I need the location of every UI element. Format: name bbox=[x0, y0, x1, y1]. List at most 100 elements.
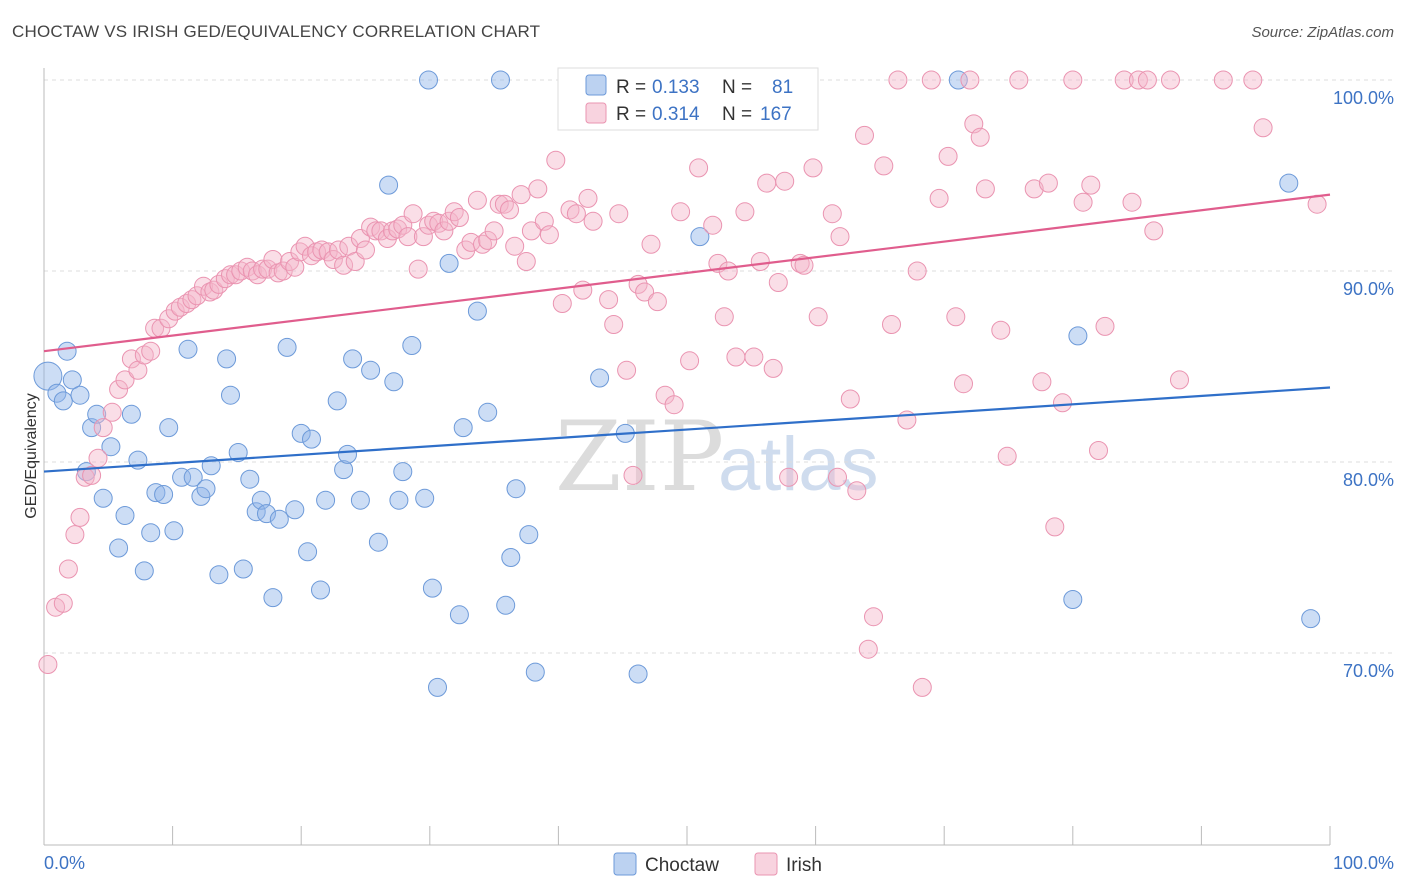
legend-r-value-choctaw: 0.133 bbox=[652, 77, 700, 98]
irish-point bbox=[617, 360, 637, 380]
choctaw-point bbox=[233, 559, 253, 579]
irish-point bbox=[248, 265, 267, 285]
irish-point bbox=[204, 280, 224, 300]
irish-point bbox=[604, 315, 624, 334]
choctaw-point bbox=[277, 337, 297, 357]
irish-point bbox=[159, 309, 179, 329]
choctaw-point bbox=[172, 467, 192, 487]
choctaw-point bbox=[221, 385, 240, 405]
irish-point bbox=[221, 265, 240, 285]
legend-n-label-irish: N = bbox=[722, 104, 752, 125]
irish-point bbox=[187, 286, 207, 306]
choctaw-point bbox=[228, 443, 248, 462]
irish-point bbox=[273, 261, 293, 281]
irish-point bbox=[991, 320, 1011, 340]
irish-point bbox=[552, 294, 572, 313]
irish-point bbox=[1073, 192, 1093, 212]
choctaw-point bbox=[478, 402, 498, 422]
choctaw-point bbox=[93, 488, 113, 508]
source-label: Source: ZipAtlas.com bbox=[1251, 24, 1394, 41]
irish-point bbox=[874, 156, 894, 176]
irish-point bbox=[65, 525, 85, 545]
irish-point bbox=[434, 221, 454, 241]
legend-swatch-irish bbox=[585, 102, 607, 124]
irish-point bbox=[511, 185, 531, 205]
choctaw-point bbox=[419, 70, 438, 90]
irish-point bbox=[560, 200, 580, 220]
irish-point bbox=[70, 507, 90, 527]
choctaw-point bbox=[338, 444, 357, 464]
irish-point bbox=[775, 171, 795, 191]
irish-point bbox=[141, 341, 161, 361]
irish-point bbox=[109, 379, 129, 399]
irish-point bbox=[413, 227, 433, 247]
irish-point bbox=[1038, 173, 1058, 193]
irish-point bbox=[215, 269, 235, 289]
irish-point bbox=[408, 259, 428, 279]
irish-point bbox=[921, 70, 941, 90]
choctaw-point bbox=[141, 523, 161, 543]
choctaw-point bbox=[506, 479, 526, 499]
choctaw-point bbox=[379, 175, 399, 195]
irish-point bbox=[718, 261, 738, 281]
trend-line-choctaw bbox=[43, 386, 1331, 473]
choctaw-point bbox=[439, 253, 459, 273]
irish-point bbox=[334, 255, 354, 275]
irish-point bbox=[1063, 70, 1083, 90]
choctaw-point bbox=[70, 385, 90, 405]
trend-line-irish bbox=[43, 193, 1331, 353]
irish-point bbox=[1243, 70, 1263, 90]
watermark: ZIP atlas bbox=[555, 401, 879, 513]
irish-point bbox=[102, 402, 122, 422]
irish-point bbox=[366, 221, 386, 241]
irish-point bbox=[1144, 221, 1164, 241]
choctaw-point bbox=[690, 227, 710, 247]
irish-point bbox=[1170, 370, 1189, 390]
choctaw-point bbox=[467, 301, 487, 321]
choctaw-point bbox=[1068, 326, 1088, 346]
irish-point bbox=[38, 655, 58, 674]
irish-point bbox=[134, 345, 154, 365]
irish-point bbox=[82, 465, 102, 485]
irish-point bbox=[1253, 118, 1273, 138]
choctaw-point bbox=[350, 490, 370, 510]
irish-point bbox=[946, 307, 966, 327]
choctaw-point bbox=[1279, 173, 1299, 193]
bottom-legend-swatch-choctaw bbox=[613, 852, 637, 876]
irish-point bbox=[546, 150, 566, 170]
choctaw-point bbox=[62, 370, 82, 390]
irish-point bbox=[566, 204, 586, 224]
irish-point bbox=[1024, 179, 1044, 199]
choctaw-point bbox=[298, 542, 318, 562]
legend-r-label-choctaw: R = bbox=[616, 77, 646, 98]
choctaw-point bbox=[121, 404, 141, 424]
choctaw-point bbox=[327, 391, 347, 411]
irish-point bbox=[1045, 517, 1065, 537]
y-tick-label-70: 70.0% bbox=[1343, 661, 1394, 681]
irish-point bbox=[58, 559, 78, 579]
irish-point bbox=[938, 146, 958, 166]
choctaw-point bbox=[1301, 609, 1321, 629]
choctaw-point bbox=[311, 580, 330, 600]
choctaw-point bbox=[393, 462, 413, 482]
irish-point bbox=[1032, 372, 1052, 392]
choctaw-point bbox=[948, 70, 968, 90]
choctaw-point bbox=[47, 383, 67, 403]
irish-point bbox=[647, 292, 667, 312]
choctaw-point bbox=[428, 677, 447, 697]
choctaw-point bbox=[361, 360, 381, 380]
irish-point bbox=[473, 234, 492, 254]
irish-point bbox=[115, 370, 135, 390]
irish-point bbox=[93, 418, 113, 438]
irish-point bbox=[803, 158, 823, 178]
irish-point bbox=[609, 204, 629, 224]
irish-point bbox=[237, 257, 257, 277]
choctaw-point bbox=[384, 372, 404, 392]
irish-point bbox=[521, 221, 541, 241]
y-tick-labels: 100.0% 90.0% 80.0% 70.0% bbox=[1333, 88, 1394, 681]
irish-point bbox=[500, 200, 519, 220]
irish-point bbox=[912, 677, 932, 697]
irish-point bbox=[960, 70, 980, 90]
irish-point bbox=[388, 219, 408, 239]
series-irish bbox=[38, 70, 1327, 697]
